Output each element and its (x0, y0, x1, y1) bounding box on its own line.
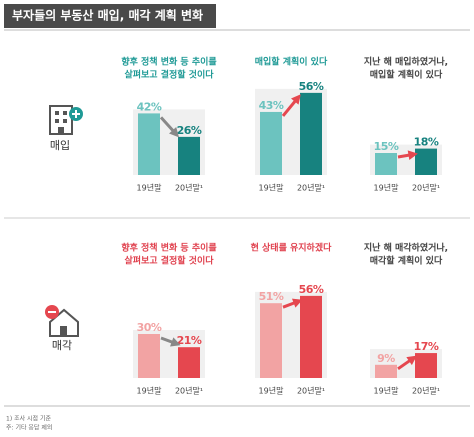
value-label: 9% (377, 352, 395, 365)
bar (178, 347, 200, 378)
bar (260, 111, 282, 175)
panel-title: 매입할 계획이 있다 (370, 69, 443, 81)
bar (300, 295, 322, 378)
bar (178, 136, 200, 175)
value-label: 43% (259, 99, 284, 112)
x-tick-label: 20년말¹ (175, 386, 203, 396)
trend-arrowhead (406, 355, 417, 366)
title-box (4, 4, 216, 28)
trend-arrowhead (169, 126, 180, 138)
trend-arrow (281, 97, 299, 117)
bar (415, 148, 437, 175)
bar (138, 113, 160, 175)
x-tick-label: 19년말 (137, 386, 163, 396)
bar (415, 353, 437, 378)
value-label: 56% (299, 80, 324, 93)
value-label: 30% (137, 321, 162, 334)
x-tick-label: 20년말¹ (412, 183, 440, 193)
value-label: 42% (137, 100, 162, 113)
panel-title: 향후 정책 변화 등 추이를 (121, 56, 216, 68)
trend-arrowhead (291, 94, 301, 105)
panel-title: 살펴보고 결정할 것이다 (124, 69, 214, 81)
bar (375, 364, 397, 378)
row-label: 매각 (52, 339, 72, 352)
panel-title: 매입할 계획이 있다 (255, 56, 328, 68)
value-label: 18% (414, 136, 439, 149)
value-label: 21% (177, 334, 202, 347)
x-tick-label: 20년말¹ (175, 183, 203, 193)
bar (300, 92, 322, 175)
bar (375, 153, 397, 175)
panel-title: 지난 해 매입하였거나, (364, 56, 448, 68)
x-tick-label: 20년말¹ (297, 386, 325, 396)
value-label: 17% (414, 340, 439, 353)
value-label: 15% (374, 140, 399, 153)
footnote: 1) 조사 시점 기준 (6, 415, 51, 423)
panel-title: 지난 해 매각하였거나, (364, 242, 448, 254)
x-tick-label: 20년말¹ (412, 386, 440, 396)
panel-title: 매각할 계획이 있다 (370, 255, 443, 267)
x-tick-label: 20년말¹ (297, 183, 325, 193)
buy-icon (49, 105, 83, 135)
value-label: 56% (299, 283, 324, 296)
panel-title: 현 상태를 유지하겠다 (251, 242, 333, 254)
row-label: 매입 (50, 139, 70, 152)
trend-arrowhead (407, 150, 418, 160)
title: 부자들의 부동산 매입, 매각 계획 변화 (12, 8, 203, 23)
bar (260, 303, 282, 378)
bar (138, 334, 160, 378)
panel-title: 살펴보고 결정할 것이다 (124, 255, 214, 267)
x-tick-label: 19년말 (137, 183, 163, 193)
value-label: 26% (177, 124, 202, 137)
trend-arrowhead (170, 337, 181, 347)
x-tick-label: 19년말 (259, 386, 285, 396)
x-tick-label: 19년말 (259, 183, 285, 193)
x-tick-label: 19년말 (374, 183, 400, 193)
sell-icon (45, 305, 79, 337)
trend-arrowhead (291, 298, 303, 308)
value-label: 51% (259, 290, 284, 303)
footnote: 주: 기타 응답 제외 (6, 424, 52, 432)
panel-title: 향후 정책 변화 등 추이를 (121, 242, 216, 254)
x-tick-label: 19년말 (374, 386, 400, 396)
